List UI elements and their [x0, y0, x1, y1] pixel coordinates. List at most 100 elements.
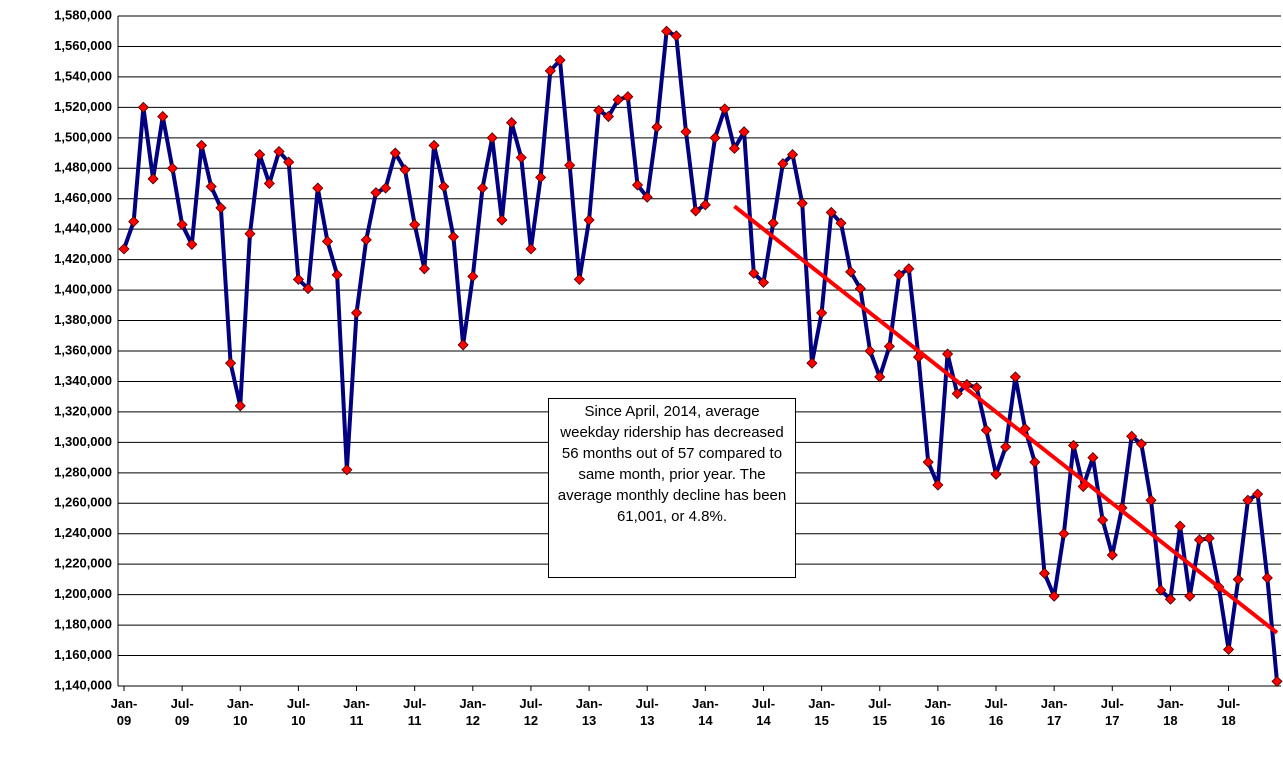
- y-tick-label: 1,280,000: [54, 464, 112, 479]
- point-marker: [1067, 439, 1080, 451]
- point-marker: [874, 371, 886, 383]
- x-tick-label: Jul- 12: [519, 696, 543, 728]
- point-marker: [612, 94, 624, 106]
- point-marker: [903, 263, 915, 275]
- x-tick-label: Jan- 11: [343, 696, 370, 728]
- point-marker: [360, 234, 372, 246]
- point-marker: [341, 464, 353, 476]
- y-tick-label: 1,540,000: [54, 68, 112, 83]
- point-marker: [564, 159, 576, 171]
- point-marker: [350, 307, 363, 319]
- y-tick-label: 1,480,000: [54, 160, 112, 175]
- point-marker: [137, 101, 149, 113]
- x-tick-label: Jul- 17: [1100, 696, 1124, 728]
- point-marker: [971, 381, 983, 394]
- point-marker: [719, 103, 731, 115]
- point-marker: [370, 187, 382, 199]
- point-marker: [622, 91, 634, 103]
- y-tick-label: 1,380,000: [54, 312, 112, 327]
- y-tick-label: 1,160,000: [54, 647, 112, 662]
- point-marker: [651, 121, 663, 133]
- x-tick-label: Jan- 10: [226, 696, 254, 728]
- point-marker: [602, 110, 615, 123]
- point-marker: [554, 54, 566, 66]
- x-tick-label: Jul- 09: [170, 696, 194, 728]
- point-marker: [1135, 438, 1147, 450]
- x-tick-label: Jul- 11: [403, 696, 427, 728]
- point-marker: [748, 267, 760, 279]
- y-tick-label: 1,180,000: [54, 617, 112, 632]
- x-tick-label: Jan- 13: [575, 696, 603, 728]
- y-tick-label: 1,360,000: [54, 342, 112, 357]
- point-marker: [215, 202, 227, 214]
- point-marker: [767, 217, 779, 229]
- y-tick-label: 1,580,000: [54, 7, 112, 22]
- point-marker: [273, 145, 285, 158]
- point-marker: [1009, 371, 1021, 383]
- point-marker: [641, 191, 653, 203]
- point-marker: [922, 456, 934, 468]
- point-marker: [661, 25, 673, 37]
- y-tick-label: 1,320,000: [54, 403, 112, 418]
- point-marker: [505, 117, 518, 129]
- point-marker: [932, 479, 944, 491]
- y-tick-label: 1,300,000: [54, 434, 112, 449]
- point-marker: [234, 400, 246, 412]
- point-marker: [1087, 452, 1099, 464]
- point-marker: [738, 126, 750, 138]
- point-marker: [670, 30, 682, 42]
- point-marker: [225, 357, 237, 369]
- y-tick-label: 1,440,000: [54, 221, 112, 236]
- point-marker: [205, 180, 217, 193]
- point-marker: [1174, 520, 1186, 532]
- x-tick-label: Jul- 10: [286, 696, 310, 728]
- point-marker: [166, 162, 179, 174]
- point-marker: [573, 273, 585, 285]
- point-marker: [476, 182, 489, 194]
- x-tick-label: Jul- 16: [984, 696, 1008, 728]
- y-tick-label: 1,500,000: [54, 129, 112, 144]
- point-marker: [195, 139, 208, 151]
- point-marker: [157, 110, 169, 123]
- point-marker: [331, 269, 343, 281]
- point-marker: [942, 348, 954, 360]
- point-marker: [631, 179, 644, 191]
- point-marker: [380, 182, 392, 194]
- x-tick-label: Jan- 16: [924, 696, 952, 728]
- point-marker: [835, 217, 847, 229]
- point-marker: [1184, 590, 1196, 602]
- point-marker: [399, 164, 411, 176]
- point-marker: [1038, 567, 1051, 579]
- y-tick-label: 1,220,000: [54, 556, 112, 571]
- point-marker: [825, 206, 837, 218]
- x-tick-label: Jul- 13: [635, 696, 659, 728]
- point-marker: [1242, 494, 1254, 506]
- point-marker: [176, 219, 188, 231]
- point-marker: [583, 214, 595, 226]
- y-tick-label: 1,420,000: [54, 251, 112, 266]
- point-marker: [893, 269, 905, 281]
- x-tick-label: Jan- 14: [691, 696, 719, 728]
- point-marker: [515, 152, 527, 164]
- y-tick-label: 1,140,000: [54, 677, 112, 692]
- point-marker: [990, 468, 1002, 480]
- y-tick-label: 1,260,000: [54, 495, 112, 510]
- point-marker: [1145, 494, 1157, 506]
- x-tick-label: Jan- 15: [808, 696, 835, 728]
- point-marker: [292, 273, 304, 285]
- point-marker: [118, 243, 130, 255]
- x-tick-label: Jul- 14: [751, 696, 776, 728]
- x-tick-label: Jan- 17: [1040, 696, 1068, 728]
- point-marker: [1155, 584, 1167, 596]
- point-marker: [447, 231, 459, 243]
- point-marker: [535, 171, 547, 183]
- point-marker: [951, 388, 963, 400]
- point-marker: [409, 219, 421, 231]
- x-tick-label: Jul- 18: [1216, 696, 1241, 728]
- point-marker: [147, 173, 159, 185]
- point-marker: [254, 149, 266, 161]
- y-tick-label: 1,240,000: [54, 525, 112, 540]
- point-marker: [728, 142, 740, 155]
